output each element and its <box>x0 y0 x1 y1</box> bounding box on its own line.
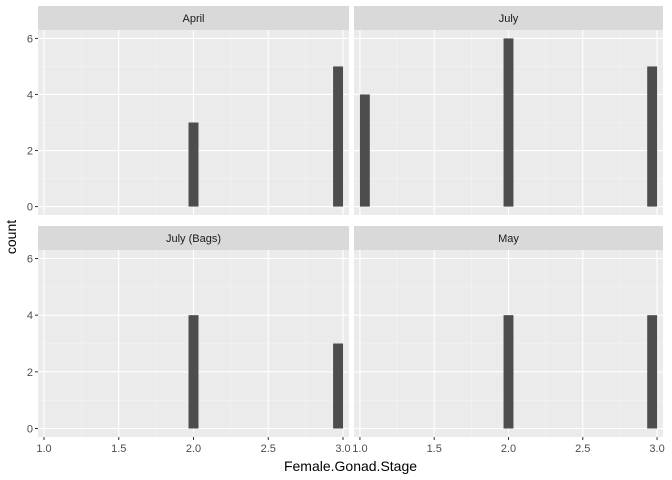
x-axis-title: Female.Gonad.Stage <box>284 458 417 474</box>
bar <box>359 94 370 207</box>
x-tick-label: 2.0 <box>186 443 201 455</box>
x-tick-label: 3.0 <box>335 443 350 455</box>
y-axis-title: count <box>3 220 19 254</box>
bar <box>188 315 199 429</box>
bar <box>188 122 199 207</box>
y-tick-label: 0 <box>27 424 33 436</box>
facet-label: April <box>182 13 204 25</box>
facet-july-bags: July (Bags) <box>38 226 349 437</box>
facet-july: July <box>354 6 663 215</box>
bar <box>647 315 658 429</box>
facet-may: May <box>354 226 663 437</box>
facet-strip <box>354 6 663 30</box>
facet-april: April <box>38 6 349 215</box>
x-tick-label: 3.0 <box>649 443 664 455</box>
facet-strip <box>38 6 349 30</box>
x-tick-label: 1.0 <box>352 443 367 455</box>
y-tick-label: 2 <box>27 367 33 379</box>
bar <box>647 66 658 207</box>
facet-strip <box>354 226 663 250</box>
y-tick-label: 2 <box>27 146 33 158</box>
y-tick-label: 4 <box>27 310 33 322</box>
bar <box>503 315 514 429</box>
facet-panels: April July July (Bags) May <box>38 6 663 437</box>
facet-label: May <box>498 233 519 245</box>
x-tick-label: 2.5 <box>261 443 276 455</box>
y-tick-label: 6 <box>27 33 33 45</box>
x-tick-label: 1.5 <box>111 443 126 455</box>
y-tick-label: 0 <box>27 202 33 214</box>
y-tick-label: 4 <box>27 89 33 101</box>
facet-strip <box>38 226 349 250</box>
bar <box>333 343 344 429</box>
x-tick-label: 1.0 <box>36 443 51 455</box>
y-tick-label: 6 <box>27 254 33 266</box>
facet-label: July <box>499 13 519 25</box>
bar <box>503 38 514 207</box>
x-tick-label: 1.5 <box>427 443 442 455</box>
x-tick-label: 2.0 <box>501 443 516 455</box>
bar <box>333 66 344 207</box>
facet-label: July (Bags) <box>166 233 221 245</box>
x-tick-label: 2.5 <box>575 443 590 455</box>
